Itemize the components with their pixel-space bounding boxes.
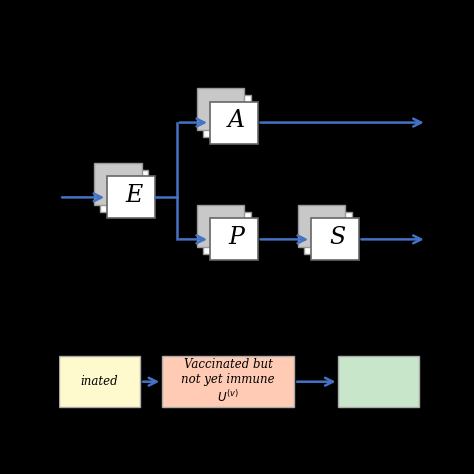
Bar	[298, 205, 346, 247]
Text: A: A	[228, 109, 245, 132]
Bar	[100, 170, 148, 212]
Bar	[338, 356, 419, 407]
Bar	[203, 212, 251, 254]
Bar	[197, 89, 245, 130]
Bar	[210, 219, 258, 260]
Bar	[311, 219, 359, 260]
Bar	[203, 95, 251, 137]
Bar	[197, 205, 245, 247]
Bar	[107, 176, 155, 219]
Bar	[304, 212, 352, 254]
Text: Vaccinated but
not yet immune
$U^{(v)}$: Vaccinated but not yet immune $U^{(v)}$	[182, 358, 275, 405]
Bar	[59, 356, 140, 407]
Text: E: E	[125, 184, 143, 207]
Bar	[210, 101, 258, 144]
Bar	[94, 163, 142, 205]
Text: P: P	[229, 226, 245, 249]
Text: inated: inated	[81, 375, 118, 388]
Bar	[162, 356, 294, 407]
Text: S: S	[329, 226, 346, 249]
